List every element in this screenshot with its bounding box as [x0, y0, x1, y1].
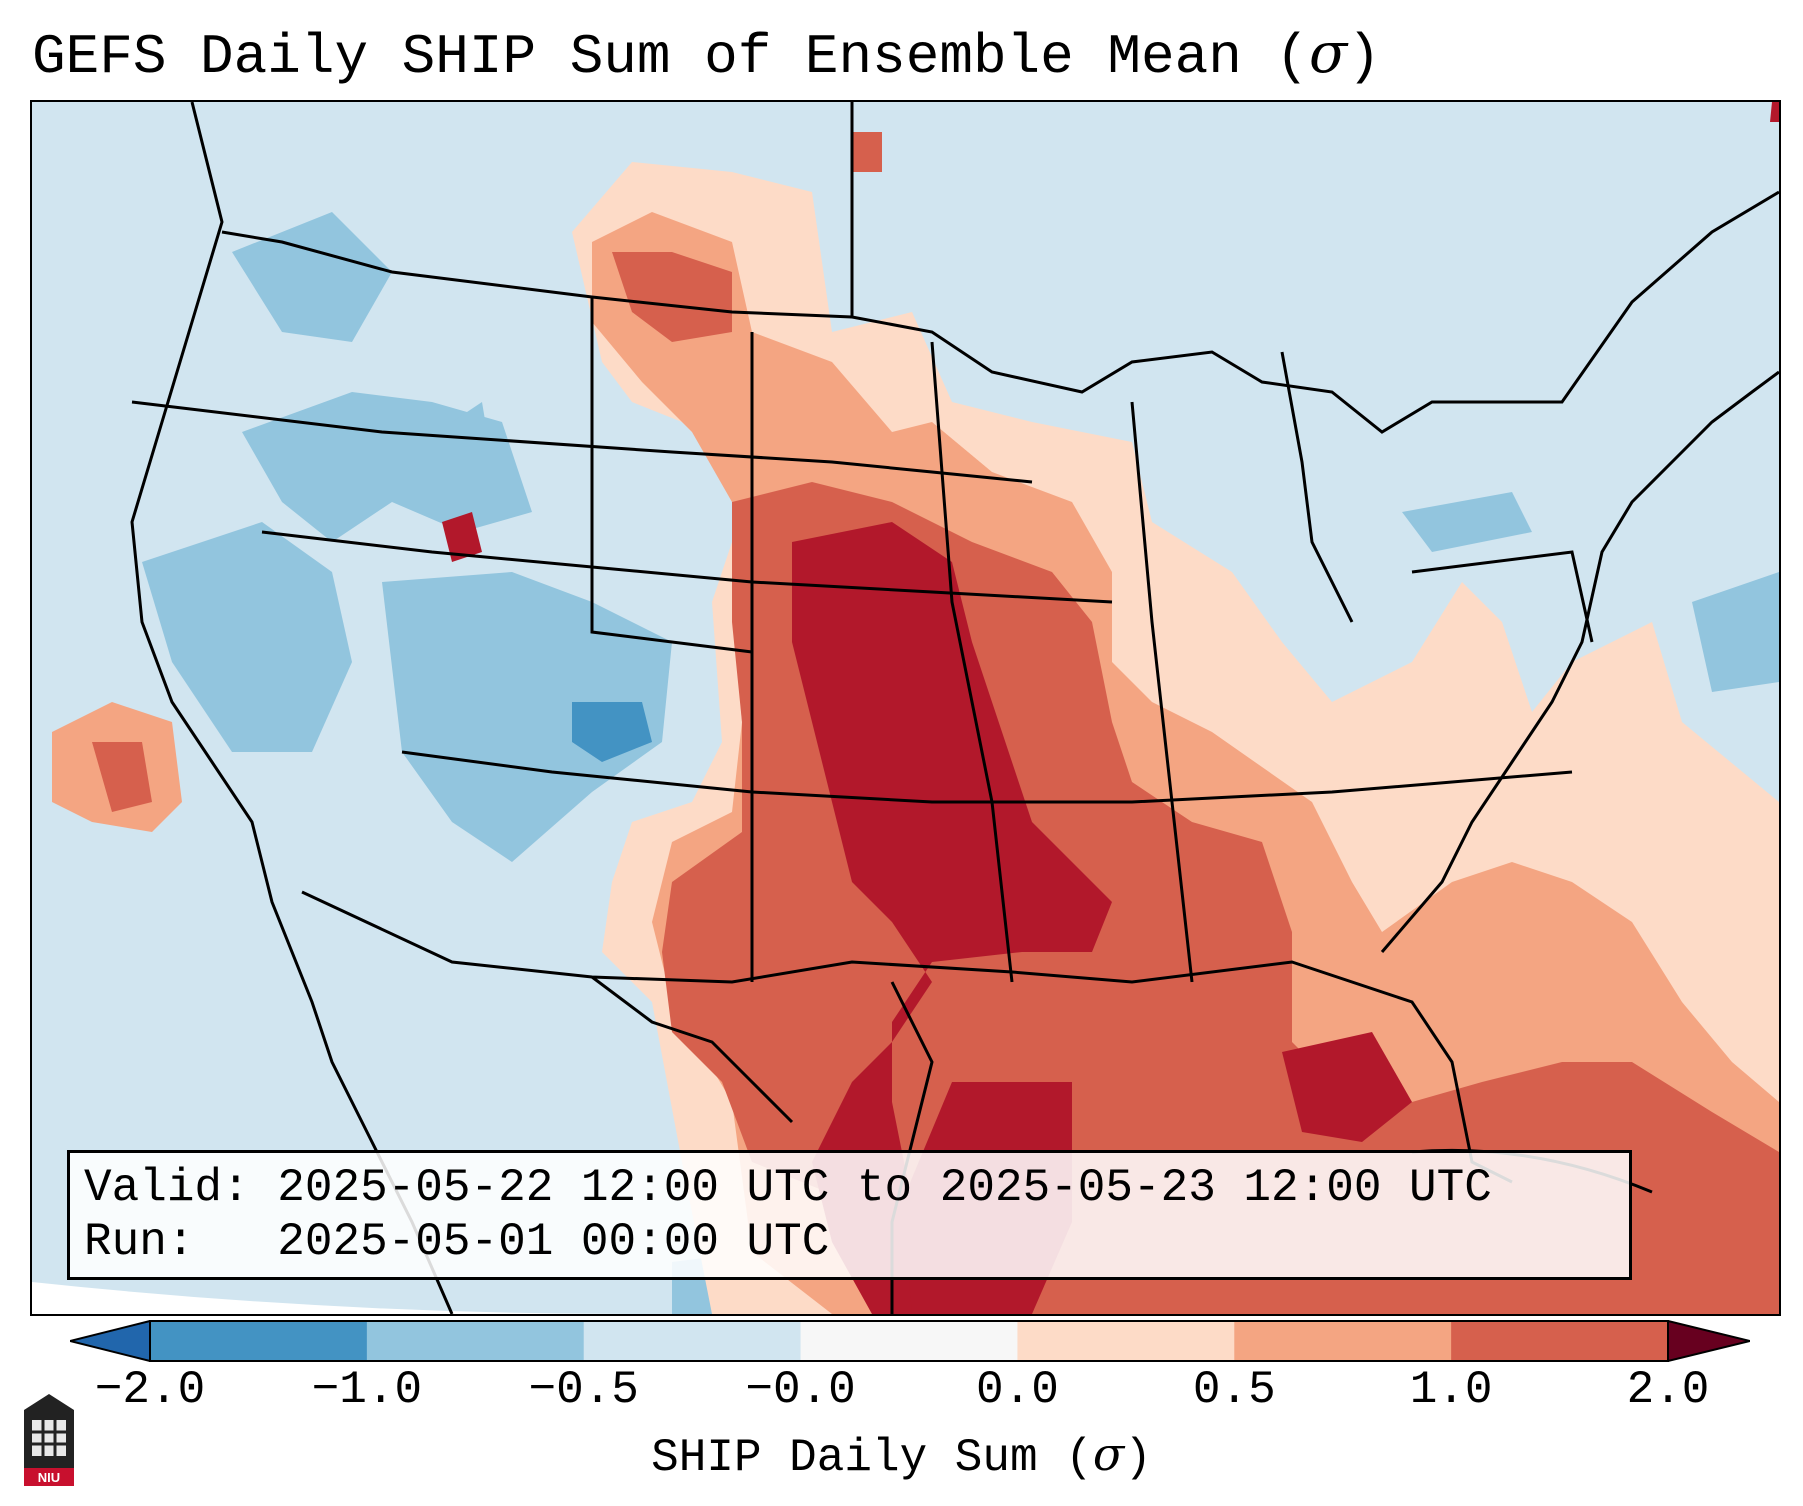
- central-plains-extreme-positive: [792, 522, 1112, 1314]
- colorbar-over-extension: [1667, 1320, 1750, 1362]
- canada-border-east: [850, 102, 1779, 434]
- mountain-west-state-lines: [590, 297, 753, 654]
- title-close: ): [1347, 25, 1381, 89]
- run-row: Run: 2025-05-01 00:00 UTC: [84, 1215, 1615, 1269]
- run-label: Run:: [84, 1216, 195, 1268]
- colorbar-outline: [149, 1320, 1669, 1362]
- colorado-strong-negative: [572, 702, 652, 762]
- pacific-coastline: [130, 102, 454, 1314]
- pacific-northwest-negative: [232, 212, 392, 342]
- colorbar-tick-label: −2.0: [94, 1364, 206, 1416]
- university-building-icon: NIU: [24, 1394, 74, 1486]
- validity-info-box: Valid: 2025-05-22 12:00 UTC to 2025-05-2…: [67, 1150, 1632, 1280]
- mississippi-line: [930, 341, 1014, 983]
- valid-value: 2025-05-22 12:00 UTC to 2025-05-23 12:00…: [277, 1162, 1492, 1214]
- great-lakes-outline: [1280, 351, 1354, 623]
- colorbar-tick-label: 0.0: [976, 1364, 1059, 1416]
- montana-positive: [612, 252, 732, 342]
- state-line-south: [401, 750, 1573, 804]
- colorbar-label-sigma: σ: [1092, 1427, 1125, 1481]
- map-title: GEFS Daily SHIP Sum of Ensemble Mean (σ): [32, 21, 1381, 90]
- colorbar: [70, 1320, 1750, 1362]
- logo-text: NIU: [38, 1470, 60, 1485]
- great-basin-negative: [142, 522, 352, 752]
- saskatchewan-positive-pixel: [852, 132, 882, 172]
- negative-anomaly-regions: [142, 212, 1779, 1314]
- utah-positive-pixel: [442, 512, 482, 562]
- colorbar-tick-labels: −2.0 −1.0 −0.5 −0.0 0.0 0.5 1.0 2.0: [0, 1362, 1803, 1422]
- canada-border: [221, 230, 853, 319]
- eastern-gulf-extreme-positive: [1282, 1032, 1412, 1142]
- pennsylvania-outline: [1411, 550, 1594, 643]
- atlantic-negative: [1692, 572, 1779, 692]
- niu-logo: NIU: [20, 1390, 78, 1486]
- colorbar-bins: [70, 1320, 1750, 1362]
- title-sigma: σ: [1309, 21, 1348, 86]
- map-panel: [30, 100, 1781, 1316]
- wyoming-negative: [372, 402, 492, 482]
- valid-row: Valid: 2025-05-22 12:00 UTC to 2025-05-2…: [84, 1161, 1615, 1215]
- colorbar-label: SHIP Daily Sum (σ): [0, 1426, 1803, 1486]
- colorbar-tick-label: −1.0: [311, 1364, 423, 1416]
- pacific-strong-positive: [92, 742, 152, 812]
- colorbar-bin: [1451, 1321, 1669, 1361]
- colorbar-tick-label: 1.0: [1409, 1364, 1493, 1416]
- title-text: GEFS Daily SHIP Sum of Ensemble Mean (: [32, 25, 1310, 89]
- positive-anomaly-regions: [52, 102, 1779, 1314]
- colorbar-bin: [366, 1321, 585, 1361]
- quebec-positive-pixel: [1770, 102, 1779, 122]
- colorbar-bin: [800, 1321, 1018, 1361]
- ship-anomaly-map: [32, 102, 1779, 1314]
- logo-window-grid: [32, 1420, 66, 1456]
- colorbar-tick-label: 0.5: [1192, 1364, 1276, 1416]
- atlantic-coastline: [1380, 370, 1779, 953]
- gulf-coastline: [301, 890, 1513, 1184]
- colorbar-tick-label: −0.5: [528, 1364, 639, 1416]
- logo-banner: [24, 1468, 74, 1486]
- colorado-negative: [382, 572, 672, 862]
- boundary-lines: [130, 102, 1779, 1314]
- colorbar-bin: [1234, 1321, 1452, 1361]
- colorbar-label-text: SHIP Daily Sum (: [651, 1432, 1093, 1484]
- colorbar-tick-label: 2.0: [1626, 1364, 1710, 1416]
- colorbar-tick-label: −0.0: [745, 1364, 856, 1416]
- run-value: 2025-05-01 00:00 UTC: [277, 1216, 830, 1268]
- colorbar-bin: [150, 1321, 368, 1361]
- colorbar-bin: [1017, 1321, 1235, 1361]
- colorbar-under-extension: [70, 1320, 151, 1362]
- rio-grande: [591, 975, 794, 1124]
- logo-windows: [32, 1420, 66, 1456]
- midwest-state-line: [1130, 401, 1194, 983]
- domain-edge-mask: [32, 1282, 632, 1314]
- valid-label: Valid:: [84, 1162, 250, 1214]
- colorbar-bin: [583, 1321, 802, 1361]
- northeast-negative: [1402, 492, 1532, 552]
- colorbar-label-close: ): [1124, 1432, 1152, 1484]
